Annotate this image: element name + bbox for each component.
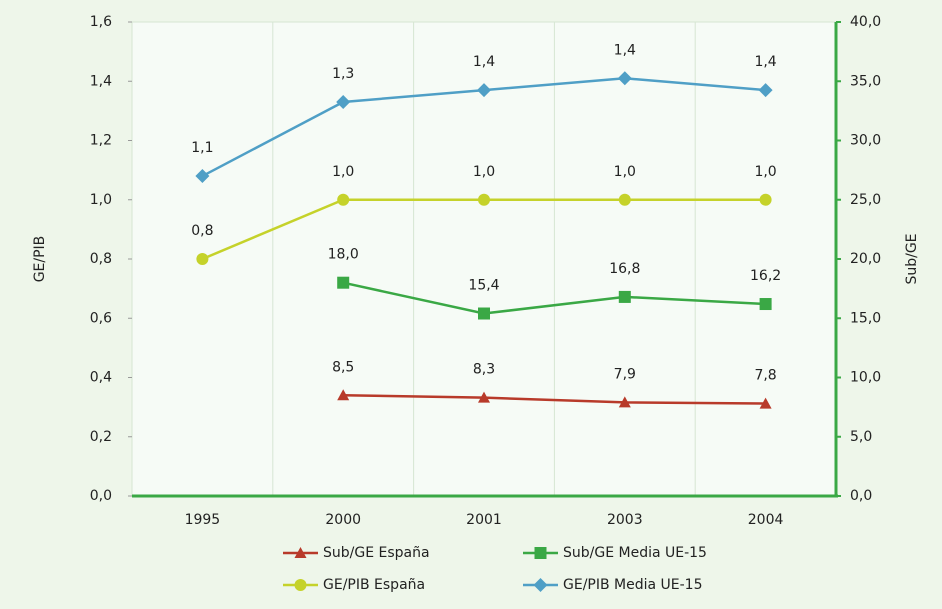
data-label: 1,3 [332,66,354,82]
y2-axis-label: Sub/GE [904,233,920,284]
x-tick-label: 2004 [748,512,784,528]
y-tick-label: 0,0 [90,488,112,504]
data-point [337,276,350,289]
series-line [343,394,766,405]
data-point [478,307,490,320]
plot-area [131,21,837,497]
data-point [337,389,350,401]
x-tick-label: 2003 [607,512,643,528]
y2-tick-label: 30,0 [850,133,881,149]
data-label: 1,4 [473,54,495,70]
data-label: 1,0 [754,164,776,180]
y-tick-label: 0,2 [90,429,112,445]
y-axis-label: GE/PIB [32,236,48,283]
data-point [617,71,632,86]
data-point [478,193,490,206]
legend-marker [294,579,307,591]
x-tick-label: 1995 [185,512,221,528]
y2-tick-label: 25,0 [850,192,881,208]
y2-tick-label: 20,0 [850,251,881,267]
data-label: 16,2 [750,268,781,284]
data-label: 18,0 [328,247,359,263]
data-point [618,290,631,303]
data-label: 16,8 [609,261,640,277]
data-label: 15,4 [468,278,499,294]
y2-tick-label: 40,0 [850,14,881,30]
data-label: 8,3 [473,362,495,378]
y-tick-label: 1,4 [90,73,112,89]
data-label: 1,0 [473,164,495,180]
data-point [477,83,491,98]
y2-tick-label: 35,0 [850,73,881,89]
data-label: 0,8 [191,223,213,239]
data-point [196,253,209,265]
data-label: 1,0 [332,164,354,180]
y-tick-label: 1,2 [90,133,112,149]
legend-marker [533,578,548,592]
legend-label: Sub/GE Media UE-15 [563,545,707,561]
data-label: 8,5 [332,359,354,375]
y2-tick-label: 15,0 [850,310,881,326]
data-point [618,396,631,408]
y2-tick-label: 5,0 [850,429,872,445]
data-label: 1,4 [754,54,776,70]
legend-label: Sub/GE España [323,545,430,561]
y-tick-label: 1,6 [90,14,112,30]
data-point [759,397,772,409]
data-point [337,193,350,206]
series-line [342,281,766,315]
x-tick-label: 2000 [325,512,361,528]
data-label: 7,8 [754,368,776,384]
data-label: 1,4 [614,42,636,58]
y2-tick-label: 0,0 [850,488,872,504]
y-tick-label: 1,0 [90,192,112,208]
x-tick-label: 2001 [466,512,502,528]
data-point [758,83,773,98]
y2-tick-label: 10,0 [850,370,881,386]
data-point [759,298,772,311]
legend-marker [294,547,307,558]
legend-label: GE/PIB Media UE-15 [563,577,703,593]
data-point [759,193,772,206]
data-point [478,391,490,403]
y-tick-label: 0,8 [90,251,112,267]
data-label: 7,9 [614,366,636,382]
legend-label: GE/PIB España [323,577,425,593]
data-point [195,169,210,184]
data-label: 1,1 [191,140,213,156]
y-tick-label: 0,6 [90,310,112,326]
data-point [336,94,351,109]
y-tick-label: 0,4 [90,370,112,386]
legend-marker [534,547,547,559]
data-label: 1,0 [614,164,636,180]
data-point [618,193,631,206]
